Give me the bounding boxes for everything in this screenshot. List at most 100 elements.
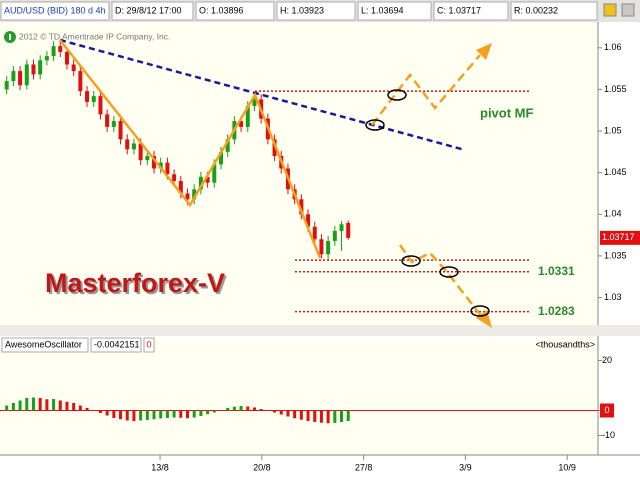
marker-ellipse (365, 119, 385, 131)
candle-body (252, 99, 257, 107)
bar (105, 410, 109, 416)
symbol-box[interactable] (0, 1, 110, 21)
marker-ellipse (470, 305, 490, 317)
candle-body (105, 114, 110, 127)
candle-body (212, 164, 217, 183)
date: D: 29/8/12 17:00 (115, 5, 182, 15)
bar (125, 410, 129, 421)
bar (119, 410, 123, 420)
y-tick-label: 0 (604, 405, 609, 415)
candle-body (145, 156, 150, 161)
candle-body (185, 193, 190, 200)
bar (313, 410, 317, 422)
candle-body (245, 106, 250, 127)
candle-body (78, 71, 83, 92)
bar (78, 405, 82, 411)
bar (132, 410, 136, 421)
candle-body (98, 96, 103, 115)
oscillator-panel (0, 338, 598, 455)
bar (206, 410, 210, 415)
candle-body (85, 91, 90, 102)
candle-body (152, 156, 157, 169)
bar (232, 406, 236, 411)
open: O: 1.03896 (199, 5, 244, 15)
bar (98, 410, 102, 413)
indicator-box (143, 337, 155, 353)
bar (165, 410, 169, 418)
x-tick-label: 3/9 (459, 462, 472, 472)
candle-body (178, 180, 183, 194)
candle-body (225, 139, 230, 152)
bar (286, 410, 290, 417)
bar (346, 410, 350, 422)
arrow-head (476, 310, 492, 328)
candle-body (131, 143, 136, 150)
bar (172, 410, 176, 418)
candle-body (64, 51, 69, 65)
field-box (510, 1, 598, 21)
candle-body (31, 64, 36, 75)
bar (279, 410, 283, 415)
candle-body (118, 121, 123, 140)
candle-body (24, 64, 29, 86)
bar (199, 410, 203, 416)
candle-body (138, 143, 143, 161)
zigzag (59, 39, 322, 259)
bar (319, 410, 323, 423)
bar (273, 410, 277, 413)
bar (246, 406, 250, 411)
toolbar-icon[interactable] (621, 3, 635, 17)
copyright: 2012 © TD Ameritrade IP Company, Inc. (19, 31, 170, 41)
candle-body (91, 96, 96, 102)
y-tick-label: 1.04 (604, 209, 622, 219)
bar (85, 408, 89, 411)
bar (219, 410, 223, 411)
range: R: 0.00232 (514, 5, 558, 15)
candle-body (332, 230, 337, 241)
bar (252, 407, 256, 411)
bar (192, 410, 196, 418)
bar (306, 410, 310, 421)
watermark-shadow: Masterforex-V (47, 270, 227, 300)
marker-ellipse (387, 89, 407, 101)
price-panel (0, 22, 598, 325)
bar (239, 406, 243, 411)
candle-body (339, 224, 344, 231)
y-tick-label: 1.045 (604, 167, 627, 177)
bar (11, 403, 15, 411)
price-tag (600, 230, 640, 245)
bar (145, 410, 149, 420)
level-label: 1.0283 (538, 304, 575, 318)
panel-separator (0, 325, 640, 336)
zero-tag (600, 403, 614, 418)
candle-body (158, 162, 163, 169)
candle-body (125, 139, 130, 150)
indicator-box[interactable] (1, 337, 89, 353)
indicator-box (90, 337, 142, 353)
bar (58, 400, 62, 411)
bar (31, 397, 35, 411)
indicator-title: AwesomeOscillator (5, 339, 82, 349)
bar (25, 398, 29, 411)
y-tick-label: 1.06 (604, 42, 622, 52)
y-tick-label: 20 (602, 355, 612, 365)
bar (333, 410, 337, 423)
candle-body (111, 121, 116, 127)
field-box (276, 1, 356, 21)
x-tick-label: 27/8 (355, 462, 373, 472)
arrow-head (476, 43, 492, 60)
candle-body (218, 151, 223, 165)
level-label: 1.0331 (538, 264, 575, 278)
forecast-arrow (398, 244, 483, 318)
bar (293, 410, 297, 419)
bar (299, 410, 303, 420)
candle-body (306, 214, 311, 227)
toolbar-icon[interactable] (603, 3, 617, 17)
x-tick-label: 10/9 (558, 462, 576, 472)
bar (340, 410, 344, 422)
candle-body (198, 176, 203, 190)
bar (179, 410, 183, 418)
watermark: Masterforex-V (45, 268, 225, 298)
candle-body (58, 46, 63, 52)
